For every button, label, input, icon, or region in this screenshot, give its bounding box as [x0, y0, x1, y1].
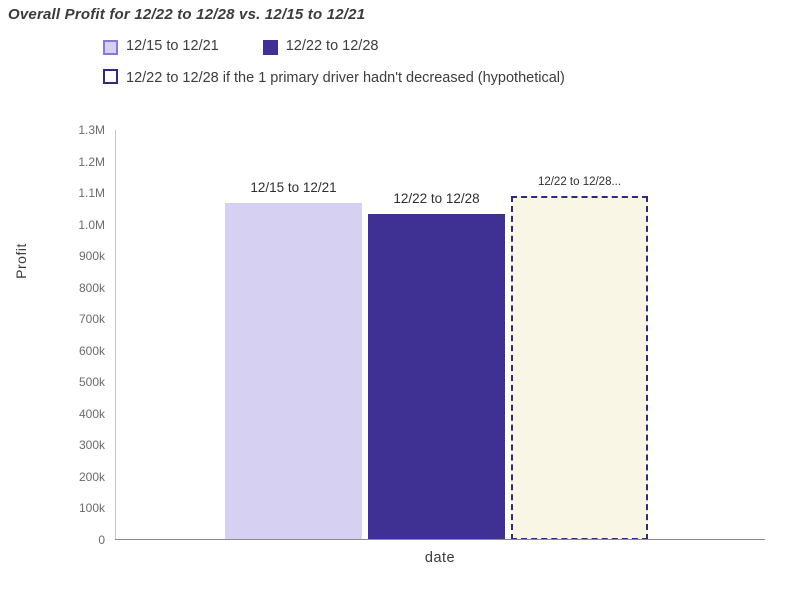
chart-title: Overall Profit for 12/22 to 12/28 vs. 12… — [8, 6, 366, 23]
y-tick-label: 700k — [78, 312, 105, 327]
y-tick-label: 800k — [78, 280, 105, 295]
bar-1[interactable] — [225, 203, 362, 540]
y-tick-label: 300k — [78, 438, 105, 453]
y-axis-line — [115, 130, 116, 540]
legend-swatch-lavender-icon — [103, 40, 118, 55]
y-tick-label: 0 — [98, 533, 105, 547]
x-axis-line — [115, 539, 765, 540]
legend-row-2: 12/22 to 12/28 if the 1 primary driver h… — [103, 66, 609, 91]
legend-label-current-week: 12/22 to 12/28 — [285, 38, 379, 54]
y-axis-tick-labels: 0 100k 200k 300k 400k 500k 600k 700k 800k 900k 1.0… — [30, 123, 105, 547]
bar-top-label-2: 12/22 to 12/28 — [393, 191, 480, 206]
legend-item-previous-week[interactable]: 12/15 to 12/21 — [103, 37, 219, 57]
legend-row-1: 12/15 to 12/21 12/22 to 12/28 — [103, 37, 609, 57]
y-axis-label: Profit — [13, 243, 29, 279]
x-axis-label: date — [424, 550, 456, 566]
y-tick-label: 1.1M — [78, 186, 105, 201]
legend-item-current-week[interactable]: 12/22 to 12/28 — [262, 37, 379, 57]
legend-item-hypothetical[interactable]: 12/22 to 12/28 if the 1 primary driver h… — [103, 66, 565, 91]
y-tick-label: 1.3M — [78, 123, 105, 137]
bar-3[interactable] — [511, 196, 648, 540]
y-tick-label: 200k — [78, 469, 105, 484]
legend-label-previous-week: 12/15 to 12/21 — [126, 38, 219, 54]
legend-label-hypothetical: 12/22 to 12/28 if the 1 primary driver h… — [126, 69, 565, 86]
y-tick-label: 1.2M — [78, 154, 105, 169]
legend-swatch-outline-icon — [103, 68, 118, 84]
y-tick-label: 100k — [78, 501, 105, 516]
y-tick-label: 500k — [78, 375, 105, 390]
y-tick-label: 400k — [78, 406, 105, 421]
legend-swatch-purple-icon — [262, 40, 278, 55]
plot-area: 12/15 to 12/21 12/22 to 12/28 12/22 to 12/… — [115, 130, 765, 540]
bar-2[interactable] — [368, 214, 505, 540]
legend: 12/15 to 12/21 12/22 to 12/28 12/22 to 1… — [103, 37, 609, 100]
y-tick-label: 1.0M — [78, 217, 105, 232]
bar-top-label-1: 12/15 to 12/21 — [250, 180, 337, 195]
bar-top-label-3: 12/22 to 12/28... — [537, 176, 622, 188]
y-tick-label: 600k — [78, 343, 105, 358]
y-tick-label: 900k — [78, 249, 105, 264]
